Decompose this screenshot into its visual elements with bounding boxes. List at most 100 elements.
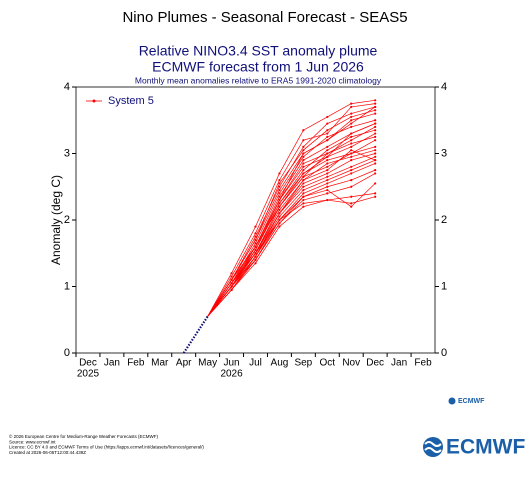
member-point: [254, 235, 257, 238]
x-tick-label: Oct: [320, 358, 336, 369]
member-point: [374, 169, 377, 172]
member-point: [302, 129, 305, 132]
member-point: [326, 115, 329, 119]
member-point: [230, 272, 233, 275]
member-point: [374, 149, 377, 152]
member-point: [278, 179, 281, 182]
chart-note: Monthly mean anomalies relative to ERA5 …: [135, 75, 382, 85]
member-point: [374, 135, 377, 138]
member-point: [302, 152, 305, 155]
member-point: [302, 172, 305, 175]
member-point: [350, 139, 353, 142]
member-line: [207, 123, 376, 317]
x-tick-label: Nov: [342, 358, 360, 369]
member-point: [302, 195, 305, 198]
member-line: [207, 183, 376, 317]
member-point: [374, 122, 377, 125]
y2-tick-label: 3: [441, 147, 447, 159]
member-point: [302, 149, 305, 152]
x-tick-label: Mar: [151, 358, 169, 369]
member-point: [278, 212, 281, 215]
footer: © 2026 European Centre for Medium-Range …: [9, 433, 204, 455]
member-point: [230, 285, 233, 288]
member-point: [278, 188, 281, 192]
y-tick-label: 1: [64, 280, 70, 292]
member-point: [350, 155, 353, 158]
member-point: [374, 112, 377, 115]
member-point: [350, 205, 353, 208]
member-line: [207, 136, 376, 317]
member-point: [278, 185, 281, 188]
member-point: [350, 185, 353, 188]
member-point: [374, 125, 377, 128]
member-point: [350, 179, 353, 182]
member-point: [374, 102, 377, 105]
member-point: [374, 119, 377, 122]
x-year-label: 2025: [77, 369, 100, 380]
member-point: [350, 145, 353, 148]
member-point: [326, 169, 329, 172]
member-point: [326, 185, 329, 188]
member-point: [302, 205, 305, 208]
footer-logo: ECMWF: [423, 436, 525, 459]
member-point: [326, 122, 329, 125]
y2-tick-label: 1: [441, 280, 447, 292]
member-point: [302, 159, 305, 162]
plot-frame: [75, 86, 436, 354]
member-line: [207, 193, 376, 317]
member-point: [350, 169, 353, 172]
footer-line: Licence: CC BY 4.0 and ECMWF Terms of Us…: [9, 445, 204, 450]
member-point: [374, 159, 377, 162]
member-point: [326, 162, 329, 165]
chart-title: Relative NINO3.4 SST anomaly plume: [139, 43, 378, 59]
member-point: [254, 252, 257, 255]
member-point: [302, 185, 305, 188]
member-point: [302, 202, 305, 205]
member-point: [374, 195, 377, 198]
member-point: [374, 99, 377, 102]
member-point: [350, 125, 353, 128]
member-point: [350, 102, 353, 105]
member-point: [326, 129, 329, 132]
member-point: [278, 215, 281, 218]
x-tick-label: Dec: [366, 358, 384, 369]
member-point: [230, 288, 233, 291]
member-point: [302, 169, 305, 172]
member-point: [350, 119, 353, 122]
member-point: [374, 192, 377, 195]
member-point: [254, 258, 257, 261]
y-tick-label: 0: [64, 347, 70, 359]
member-point: [326, 132, 329, 135]
member-point: [254, 238, 257, 242]
member-point: [374, 129, 377, 132]
member-point: [278, 208, 281, 212]
y2-tick-label: 4: [441, 81, 447, 93]
footer-line: Source: www.ecmwf.int: [9, 439, 56, 444]
member-point: [302, 155, 305, 158]
x-year-label: 2026: [220, 369, 243, 380]
member-point: [374, 182, 377, 185]
legend-label: System 5: [108, 95, 154, 107]
small-logo: ECMWF: [448, 397, 485, 405]
member-point: [326, 145, 329, 148]
member-line: [207, 149, 376, 317]
member-point: [374, 139, 377, 142]
member-point: [254, 232, 257, 235]
x-tick-label: Dec: [79, 358, 97, 369]
x-tick-label: Feb: [127, 358, 145, 369]
member-point: [350, 105, 353, 109]
member-point: [278, 195, 281, 198]
member-point: [350, 132, 353, 135]
member-point: [374, 105, 377, 109]
member-point: [230, 282, 233, 285]
y-tick-label: 2: [64, 214, 70, 226]
member-point: [326, 155, 329, 158]
member-point: [326, 175, 329, 178]
y-axis-label: Anomaly (deg C): [49, 175, 63, 265]
x-tick-label: Feb: [414, 358, 432, 369]
member-line: [207, 196, 376, 317]
member-point: [302, 179, 305, 182]
member-point: [350, 122, 353, 125]
page-title: Nino Plumes - Seasonal Forecast - SEAS5: [122, 9, 407, 26]
member-point: [302, 165, 305, 168]
